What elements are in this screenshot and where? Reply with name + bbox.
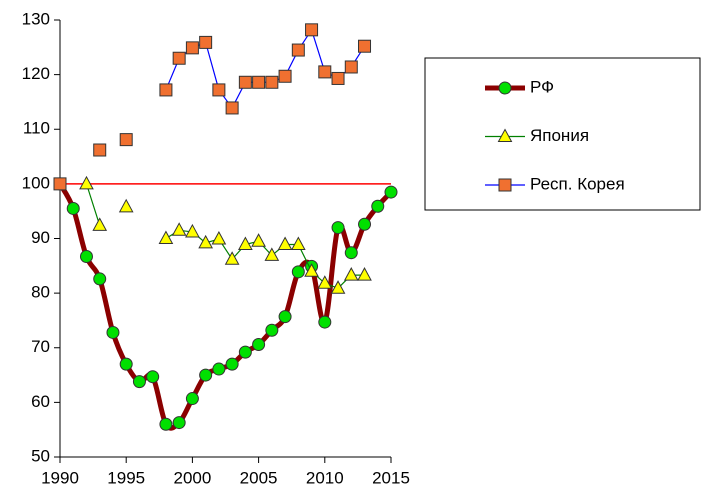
point bbox=[318, 65, 332, 79]
point bbox=[118, 198, 134, 213]
point bbox=[224, 251, 240, 265]
point bbox=[93, 272, 107, 286]
point bbox=[93, 143, 107, 157]
point bbox=[344, 246, 358, 260]
y-tick-label: 70 bbox=[31, 337, 50, 356]
point bbox=[185, 392, 199, 406]
legend-marker bbox=[497, 128, 513, 142]
point bbox=[185, 223, 200, 238]
point bbox=[225, 101, 239, 115]
point bbox=[211, 230, 227, 245]
point bbox=[132, 375, 146, 389]
point bbox=[291, 43, 305, 57]
point bbox=[343, 267, 359, 281]
x-tick-label: 1995 bbox=[107, 468, 145, 487]
point bbox=[212, 83, 226, 97]
point bbox=[330, 280, 346, 294]
point bbox=[146, 370, 160, 384]
series-line bbox=[165, 29, 366, 109]
point bbox=[92, 217, 108, 231]
y-tick-label: 80 bbox=[31, 283, 50, 302]
point bbox=[199, 35, 213, 49]
point bbox=[264, 247, 280, 261]
point bbox=[225, 357, 239, 371]
point bbox=[358, 217, 372, 231]
y-tick-label: 90 bbox=[31, 228, 50, 247]
legend-marker bbox=[498, 178, 512, 192]
point bbox=[119, 357, 133, 371]
point bbox=[66, 201, 80, 215]
point bbox=[79, 250, 93, 264]
point bbox=[238, 345, 252, 359]
point bbox=[185, 41, 199, 55]
point bbox=[277, 236, 293, 251]
point bbox=[317, 275, 333, 289]
legend-label: Респ. Корея bbox=[530, 174, 625, 193]
point bbox=[199, 368, 213, 382]
point bbox=[53, 177, 67, 191]
point bbox=[265, 75, 279, 89]
point bbox=[79, 175, 94, 190]
legend-label: РФ bbox=[530, 77, 554, 96]
x-tick-label: 2000 bbox=[173, 468, 211, 487]
legend-label: Япония bbox=[530, 126, 589, 145]
point bbox=[318, 315, 332, 329]
y-tick-label: 130 bbox=[22, 9, 50, 28]
y-tick-label: 110 bbox=[23, 119, 50, 138]
x-tick-label: 1990 bbox=[41, 468, 79, 487]
point bbox=[305, 23, 319, 37]
point bbox=[252, 337, 266, 351]
legend-box bbox=[424, 57, 701, 211]
point bbox=[344, 60, 358, 74]
point bbox=[265, 323, 279, 337]
point bbox=[291, 265, 305, 279]
x-tick-label: 2005 bbox=[240, 468, 278, 487]
point bbox=[119, 133, 133, 147]
point bbox=[171, 222, 187, 236]
series-line bbox=[85, 183, 366, 289]
y-tick-label: 60 bbox=[31, 392, 50, 411]
point bbox=[251, 233, 266, 247]
point bbox=[384, 185, 398, 199]
point bbox=[198, 234, 213, 249]
y-tick-label: 50 bbox=[31, 446, 50, 465]
x-tick-label: 2015 bbox=[372, 468, 410, 487]
point bbox=[331, 71, 345, 85]
legend-marker bbox=[498, 81, 512, 95]
point bbox=[106, 325, 120, 339]
point bbox=[357, 267, 372, 281]
point bbox=[358, 39, 372, 53]
point bbox=[278, 310, 292, 324]
point bbox=[290, 236, 306, 251]
point bbox=[212, 362, 226, 376]
point bbox=[172, 51, 186, 65]
point bbox=[278, 69, 292, 83]
point bbox=[238, 236, 253, 251]
y-tick-label: 120 bbox=[22, 64, 50, 83]
series-line bbox=[57, 181, 394, 431]
point bbox=[172, 416, 186, 430]
point bbox=[159, 417, 173, 431]
y-tick-label: 100 bbox=[22, 173, 50, 192]
x-tick-label: 2010 bbox=[306, 468, 344, 487]
point bbox=[158, 230, 174, 244]
point bbox=[159, 83, 173, 97]
point bbox=[304, 263, 319, 277]
point bbox=[238, 75, 252, 89]
point bbox=[331, 221, 345, 235]
point bbox=[371, 199, 385, 213]
point bbox=[252, 75, 266, 89]
